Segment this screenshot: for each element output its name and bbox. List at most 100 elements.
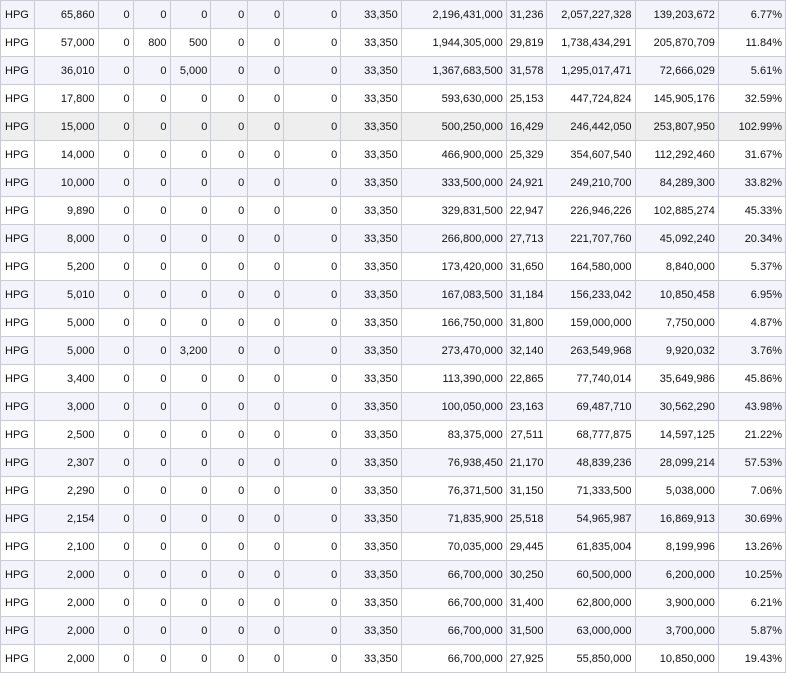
table-row[interactable]: HPG 5,000 0 0 3,200 0 0 0 33,350 273,470,000 32,14…: [0, 336, 786, 365]
table-cell: 77,740,014: [546, 364, 636, 393]
table-cell: 31.67%: [717, 140, 786, 169]
table-cell: 7.06%: [717, 476, 786, 505]
table-cell: 0: [169, 448, 212, 477]
table-cell: 249,210,700: [546, 168, 636, 197]
table-cell: 273,470,000: [400, 336, 507, 365]
table-row[interactable]: HPG 9,890 0 0 0 0 0 0 33,350 329,831,500 22,947 226…: [0, 196, 786, 225]
table-cell: 76,371,500: [400, 476, 507, 505]
table-row[interactable]: HPG 2,000 0 0 0 0 0 0 33,350 66,700,000 31,500 63,0…: [0, 616, 786, 645]
table-cell: 31,578: [505, 56, 548, 85]
table-row[interactable]: HPG 65,860 0 0 0 0 0 0 33,350 2,196,431,000 31,236…: [0, 0, 786, 29]
table-row[interactable]: HPG 2,000 0 0 0 0 0 0 33,350 66,700,000 27,925 55,8…: [0, 644, 786, 673]
table-cell: 9,920,032: [634, 336, 719, 365]
table-row[interactable]: HPG 8,000 0 0 0 0 0 0 33,350 266,800,000 27,713 221…: [0, 224, 786, 253]
table-cell: 0: [132, 420, 171, 449]
symbol-cell: HPG: [0, 84, 35, 113]
table-row[interactable]: HPG 2,100 0 0 0 0 0 0 33,350 70,035,000 29,445 61,8…: [0, 532, 786, 561]
table-cell: 1,367,683,500: [400, 56, 507, 85]
table-cell: 69,487,710: [546, 392, 636, 421]
symbol-cell: HPG: [0, 28, 35, 57]
table-cell: 100,050,000: [400, 392, 507, 421]
table-row[interactable]: HPG 2,154 0 0 0 0 0 0 33,350 71,835,900 25,518 54,9…: [0, 504, 786, 533]
table-cell: 0: [97, 588, 134, 617]
table-cell: 45,092,240: [634, 224, 719, 253]
table-cell: 31,236: [505, 0, 548, 29]
table-cell: 166,750,000: [400, 308, 507, 337]
table-cell: 33,350: [340, 252, 402, 281]
table-cell: 22,865: [505, 364, 548, 393]
table-cell: 0: [283, 28, 342, 57]
table-cell: 33,350: [340, 504, 402, 533]
table-cell: 29,819: [505, 28, 548, 57]
table-row[interactable]: HPG 2,000 0 0 0 0 0 0 33,350 66,700,000 31,400 62,8…: [0, 588, 786, 617]
table-row[interactable]: HPG 17,800 0 0 0 0 0 0 33,350 593,630,000 25,153 44…: [0, 84, 786, 113]
table-cell: 0: [97, 140, 134, 169]
table-cell: 0: [169, 308, 212, 337]
table-cell: 500: [169, 28, 212, 57]
table-row[interactable]: HPG 57,000 0 800 500 0 0 0 33,350 1,944,305,000 29…: [0, 28, 786, 57]
table-cell: 0: [283, 252, 342, 281]
table-cell: 0: [283, 560, 342, 589]
table-row[interactable]: HPG 10,000 0 0 0 0 0 0 33,350 333,500,000 24,921 24…: [0, 168, 786, 197]
table-cell: 66,700,000: [400, 588, 507, 617]
table-row[interactable]: HPG 5,200 0 0 0 0 0 0 33,350 173,420,000 31,650 164…: [0, 252, 786, 281]
table-cell: 0: [132, 252, 171, 281]
table-cell: 13.26%: [717, 532, 786, 561]
table-cell: 0: [169, 420, 212, 449]
table-cell: 1,295,017,471: [546, 56, 636, 85]
table-row[interactable]: HPG 5,010 0 0 0 0 0 0 33,350 167,083,500 31,184 156…: [0, 280, 786, 309]
table-cell: 3,200: [169, 336, 212, 365]
table-cell: 0: [247, 532, 285, 561]
table-row[interactable]: HPG 14,000 0 0 0 0 0 0 33,350 466,900,000 25,329 35…: [0, 140, 786, 169]
table-cell: 10,850,000: [634, 644, 719, 673]
table-row[interactable]: HPG 15,000 0 0 0 0 0 0 33,350 500,250,000 16,429 24…: [0, 112, 786, 141]
table-row[interactable]: HPG 36,010 0 0 5,000 0 0 0 33,350 1,367,683,500 31…: [0, 56, 786, 85]
table-cell: 0: [132, 56, 171, 85]
table-row[interactable]: HPG 3,000 0 0 0 0 0 0 33,350 100,050,000 23,163 69,…: [0, 392, 786, 421]
table-row[interactable]: HPG 3,400 0 0 0 0 0 0 33,350 113,390,000 22,865 77,…: [0, 364, 786, 393]
table-cell: 226,946,226: [546, 196, 636, 225]
table-cell: 0: [132, 504, 171, 533]
table-cell: 205,870,709: [634, 28, 719, 57]
table-cell: 33,350: [340, 364, 402, 393]
table-cell: 0: [169, 588, 212, 617]
table-cell: 0: [210, 196, 249, 225]
table-cell: 2,057,227,328: [546, 0, 636, 29]
table-cell: 0: [97, 252, 134, 281]
table-cell: 156,233,042: [546, 280, 636, 309]
table-cell: 71,835,900: [400, 504, 507, 533]
table-cell: 0: [132, 168, 171, 197]
table-cell: 112,292,460: [634, 140, 719, 169]
table-cell: 0: [97, 56, 134, 85]
table-cell: 27,511: [505, 420, 548, 449]
table-cell: 0: [210, 616, 249, 645]
table-row[interactable]: HPG 2,290 0 0 0 0 0 0 33,350 76,371,500 31,150 71,3…: [0, 476, 786, 505]
table-cell: 0: [169, 140, 212, 169]
table-cell: 0: [283, 196, 342, 225]
symbol-cell: HPG: [0, 420, 35, 449]
table-row[interactable]: HPG 2,500 0 0 0 0 0 0 33,350 83,375,000 27,511 68,7…: [0, 420, 786, 449]
table-cell: 57.53%: [717, 448, 786, 477]
table-cell: 0: [97, 112, 134, 141]
table-row[interactable]: HPG 5,000 0 0 0 0 0 0 33,350 166,750,000 31,800 159…: [0, 308, 786, 337]
table-cell: 0: [283, 336, 342, 365]
table-cell: 5.87%: [717, 616, 786, 645]
table-cell: 0: [97, 504, 134, 533]
symbol-cell: HPG: [0, 588, 35, 617]
table-cell: 33,350: [340, 308, 402, 337]
table-cell: 0: [247, 168, 285, 197]
table-cell: 0: [97, 392, 134, 421]
table-cell: 246,442,050: [546, 112, 636, 141]
table-row[interactable]: HPG 2,307 0 0 0 0 0 0 33,350 76,938,450 21,170 48,8…: [0, 448, 786, 477]
table-cell: 0: [283, 588, 342, 617]
table-cell: 0: [210, 56, 249, 85]
symbol-cell: HPG: [0, 224, 35, 253]
table-cell: 14,597,125: [634, 420, 719, 449]
table-cell: 0: [97, 448, 134, 477]
table-cell: 2,000: [33, 616, 99, 645]
table-cell: 0: [132, 140, 171, 169]
table-cell: 0: [283, 392, 342, 421]
table-cell: 5,200: [33, 252, 99, 281]
table-cell: 33,350: [340, 140, 402, 169]
table-row[interactable]: HPG 2,000 0 0 0 0 0 0 33,350 66,700,000 30,250 60,5…: [0, 560, 786, 589]
